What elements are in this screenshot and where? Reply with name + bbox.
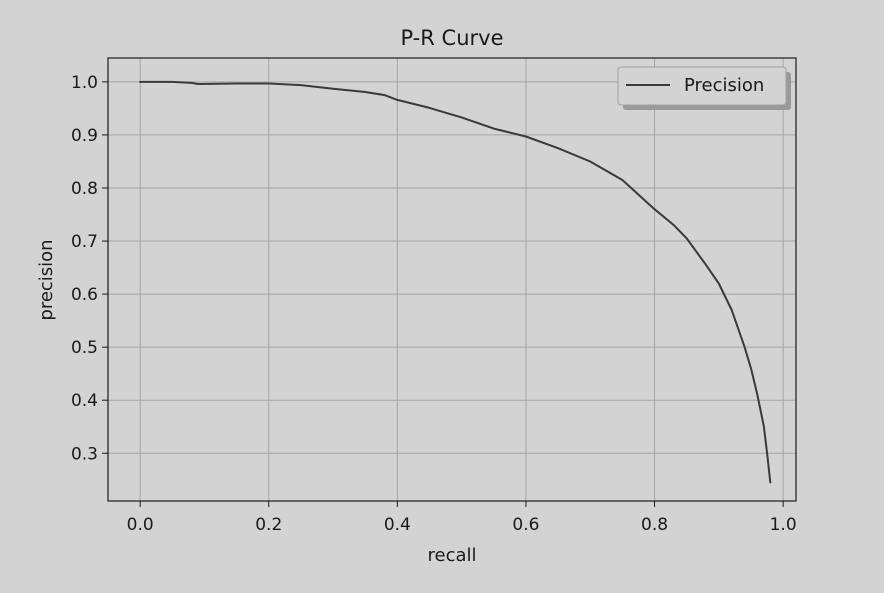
x-tick-label: 0.0 — [127, 515, 154, 535]
y-tick-label: 0.6 — [71, 285, 98, 305]
y-tick-label: 0.9 — [71, 126, 98, 146]
x-tick-label: 0.6 — [512, 515, 539, 535]
x-axis-label: recall — [427, 545, 476, 566]
pr-curve-chart: 0.0 0.2 0.4 0.6 0.8 1.0 0.3 0.4 0.5 0.6 0.7 0.8 0.9… — [0, 0, 884, 593]
y-tick-label: 0.7 — [71, 232, 98, 252]
y-axis-label: precision — [36, 239, 57, 320]
x-tick-label: 1.0 — [770, 515, 797, 535]
x-tick-label: 0.4 — [384, 515, 411, 535]
y-tick-label: 0.4 — [71, 391, 98, 411]
legend: Precision — [618, 67, 791, 110]
x-tick-label: 0.2 — [255, 515, 282, 535]
chart-title: P-R Curve — [400, 26, 503, 50]
y-tick-label: 0.5 — [71, 338, 98, 358]
y-tick-label: 1.0 — [71, 73, 98, 93]
x-tick-label: 0.8 — [641, 515, 668, 535]
legend-label-precision: Precision — [684, 75, 764, 96]
plot-area — [108, 58, 796, 501]
y-tick-label: 0.8 — [71, 179, 98, 199]
y-tick-label: 0.3 — [71, 444, 98, 464]
